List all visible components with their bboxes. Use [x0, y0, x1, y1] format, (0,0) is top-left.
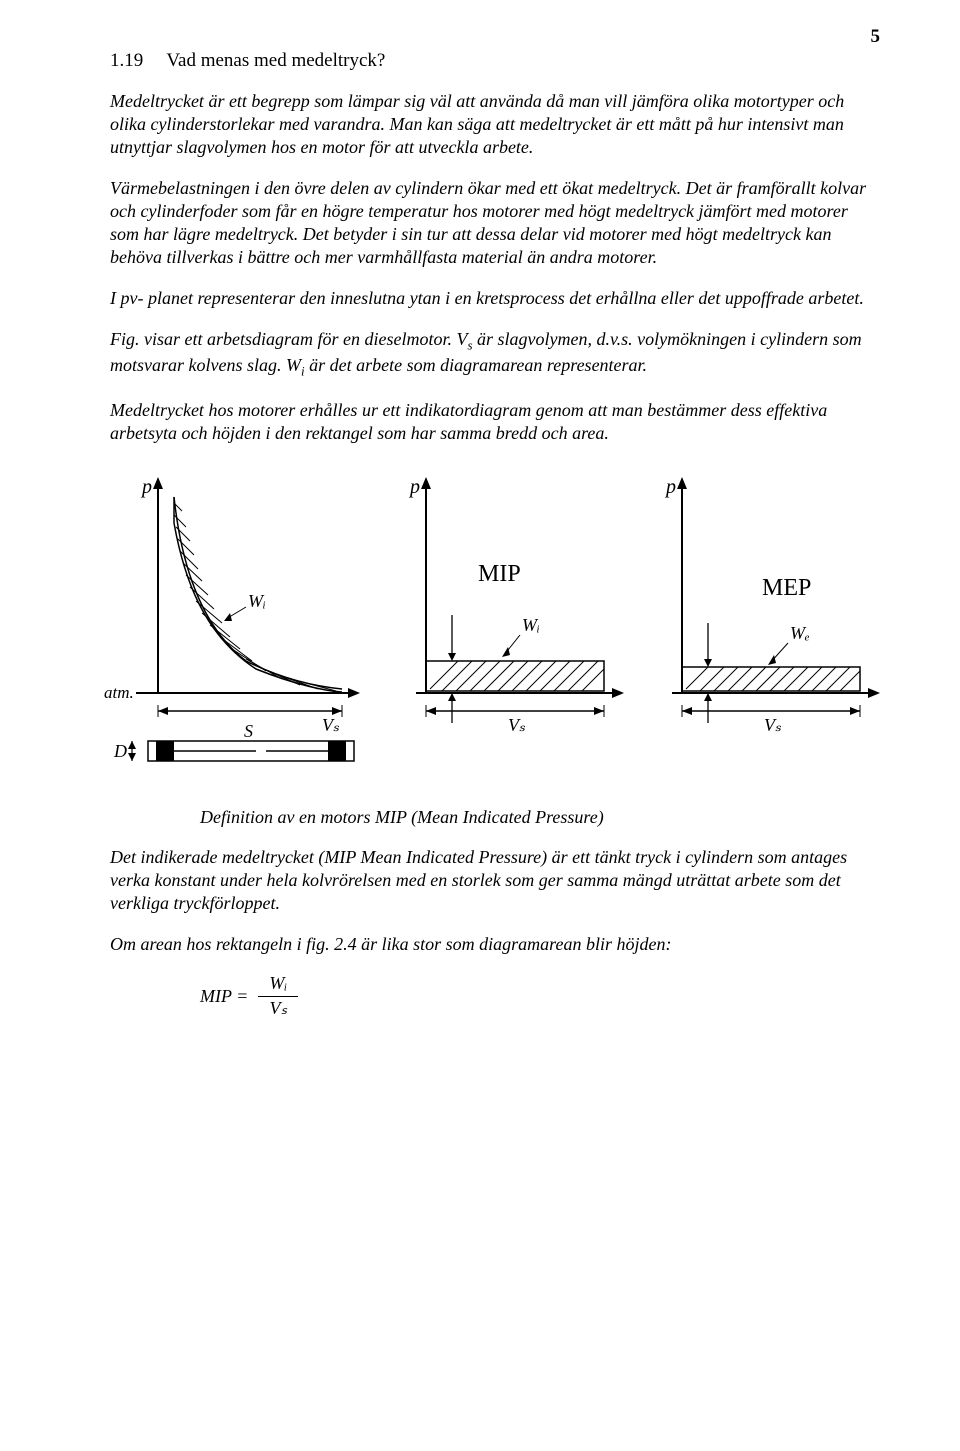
atm-label: atm. [104, 683, 134, 702]
heading-title: Vad menas med medeltryck? [166, 50, 385, 71]
axis-p-label-1: p [140, 476, 152, 498]
figure-caption: Definition av en motors MIP (Mean Indica… [200, 807, 870, 828]
page-number: 5 [871, 26, 881, 48]
mep-title: MEP [762, 575, 811, 601]
wi-label-1: Wᵢ [248, 591, 266, 611]
panel-1: p atm. [104, 476, 360, 761]
panel-2: p MIP [408, 476, 624, 735]
fraction-line [258, 996, 298, 997]
paragraph-4: Fig. visar ett arbetsdiagram för en dies… [110, 328, 870, 380]
paragraph-3: I pv- planet representerar den inneslutn… [110, 287, 870, 310]
formula-denominator: Vₛ [269, 999, 287, 1019]
formula-lhs: MIP = [200, 986, 248, 1007]
paragraph-6: Det indikerade medeltrycket (MIP Mean In… [110, 846, 870, 915]
mip-formula: MIP = Wᵢ Vₛ [200, 974, 870, 1019]
we-label: Wₑ [790, 623, 810, 643]
formula-fraction: Wᵢ Vₛ [258, 974, 298, 1019]
s-label: S [244, 721, 253, 741]
d-label: D [113, 741, 127, 761]
heading-number: 1.19 [110, 50, 162, 72]
panel-3: p MEP [664, 476, 880, 735]
mip-title: MIP [478, 561, 521, 587]
axis-p-label-2: p [408, 476, 420, 498]
wi-label-2: Wᵢ [522, 615, 540, 635]
axis-p-label-3: p [664, 476, 676, 498]
vs-label-2: Vₛ [508, 715, 526, 735]
paragraph-7: Om arean hos rektangeln i fig. 2.4 är li… [110, 933, 870, 956]
body-text-block-2: Det indikerade medeltrycket (MIP Mean In… [110, 846, 870, 956]
document-page: 5 1.19 Vad menas med medeltryck? Medeltr… [0, 0, 960, 1451]
paragraph-2: Värmebelastningen i den övre delen av cy… [110, 177, 870, 269]
vs-label-3: Vₛ [764, 715, 782, 735]
section-heading: 1.19 Vad menas med medeltryck? [110, 50, 870, 72]
paragraph-5: Medeltrycket hos motorer erhålles ur ett… [110, 399, 870, 445]
diagram-figure: p atm. [96, 463, 870, 793]
paragraph-1: Medeltrycket är ett begrepp som lämpar s… [110, 90, 870, 159]
body-text-block-1: Medeltrycket är ett begrepp som lämpar s… [110, 90, 870, 445]
vs-label-1: Vₛ [322, 715, 340, 735]
formula-numerator: Wᵢ [269, 974, 287, 994]
pv-diagram-svg: p atm. [96, 463, 886, 793]
